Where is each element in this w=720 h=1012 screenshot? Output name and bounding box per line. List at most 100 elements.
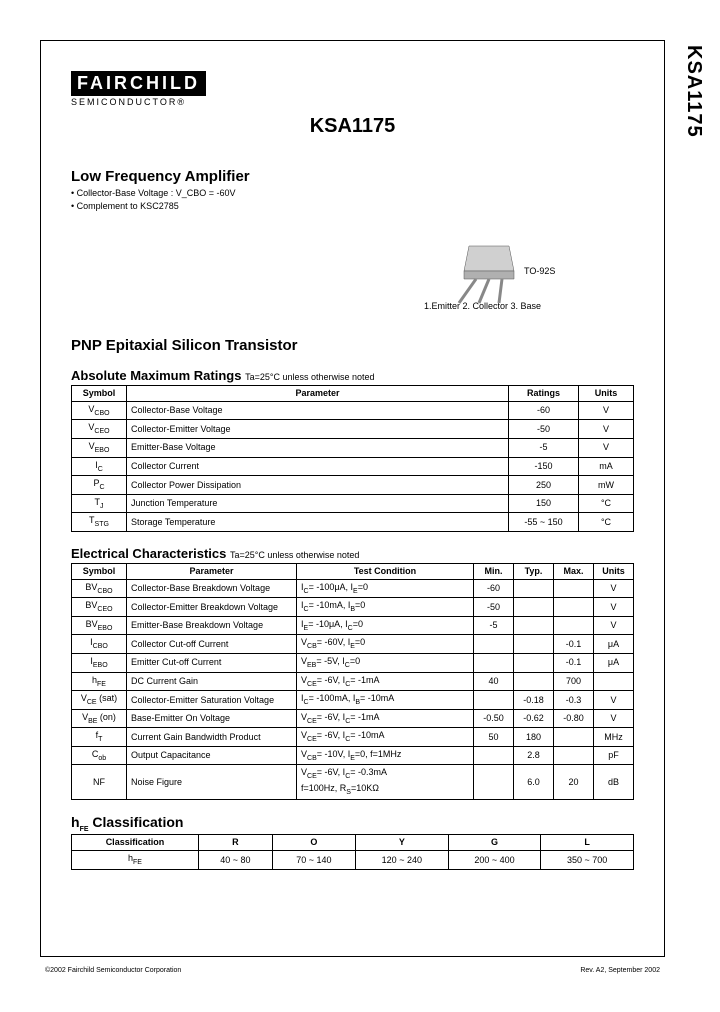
table-cell	[514, 653, 554, 672]
package-diagram: TO-92S 1.Emitter 2. Collector 3. Base	[394, 241, 594, 311]
table-row: CobOutput CapacitanceVCB= -10V, IE=0, f=…	[72, 746, 634, 765]
table-cell: Collector Current	[127, 457, 509, 476]
table-header: L	[541, 835, 634, 851]
hfe-table: ClassificationROYGLhFE40 ~ 8070 ~ 140120…	[71, 834, 634, 869]
bullet-item: Collector-Base Voltage : V_CBO = -60V	[71, 187, 634, 200]
table-cell: 20	[554, 765, 594, 799]
table-cell: Base-Emitter On Voltage	[127, 709, 297, 728]
table-cell: Collector-Base Breakdown Voltage	[127, 579, 297, 598]
table-cell: VCE= -6V, IC= -1mA	[297, 672, 474, 691]
table-cell: 40 ~ 80	[198, 851, 272, 870]
table-cell: 200 ~ 400	[448, 851, 541, 870]
table-cell: 180	[514, 728, 554, 747]
table-cell: VCB= -60V, IE=0	[297, 635, 474, 654]
table-cell: Collector-Base Voltage	[127, 401, 509, 420]
table-cell: 50	[474, 728, 514, 747]
table-header: Symbol	[72, 563, 127, 579]
table-row: BVCBOCollector-Base Breakdown VoltageIC=…	[72, 579, 634, 598]
table-cell: -60	[474, 579, 514, 598]
table-cell: V	[594, 616, 634, 635]
table-row: hFE40 ~ 8070 ~ 140120 ~ 240200 ~ 400350 …	[72, 851, 634, 870]
table-cell: MHz	[594, 728, 634, 747]
table-row: VCEOCollector-Emitter Voltage-50V	[72, 420, 634, 439]
table-cell	[514, 598, 554, 617]
table-cell: hFE	[72, 672, 127, 691]
table-cell: Storage Temperature	[127, 513, 509, 532]
table-cell: Emitter-Base Breakdown Voltage	[127, 616, 297, 635]
table-header: Test Condition	[297, 563, 474, 579]
part-number-title: KSA1175	[71, 115, 634, 138]
table-cell: -5	[474, 616, 514, 635]
table-row: ICBOCollector Cut-off CurrentVCB= -60V, …	[72, 635, 634, 654]
table-cell	[514, 579, 554, 598]
table-cell: -0.1	[554, 653, 594, 672]
table-cell: BVEBO	[72, 616, 127, 635]
table-cell: -0.80	[554, 709, 594, 728]
company-logo: FAIRCHILD SEMICONDUCTOR®	[71, 71, 634, 107]
table-header: R	[198, 835, 272, 851]
table-cell: TJ	[72, 494, 127, 513]
table-cell: 700	[554, 672, 594, 691]
table-cell: mA	[579, 457, 634, 476]
table-header: Symbol	[72, 386, 127, 402]
table-cell	[594, 672, 634, 691]
table-cell: -0.62	[514, 709, 554, 728]
table-cell: VEBO	[72, 438, 127, 457]
table-cell: VCE (sat)	[72, 691, 127, 710]
table-cell: hFE	[72, 851, 199, 870]
table-header: Max.	[554, 563, 594, 579]
table-cell	[554, 746, 594, 765]
table-cell	[554, 616, 594, 635]
table-cell: ICBO	[72, 635, 127, 654]
table-cell: Collector-Emitter Saturation Voltage	[127, 691, 297, 710]
table-cell: μA	[594, 635, 634, 654]
footer-left: ©2002 Fairchild Semiconductor Corporatio…	[45, 967, 181, 974]
table-row: VCE (sat)Collector-Emitter Saturation Vo…	[72, 691, 634, 710]
table-cell	[514, 672, 554, 691]
table-cell: PC	[72, 476, 127, 495]
table-cell: Collector Power Dissipation	[127, 476, 509, 495]
table-cell: V	[579, 401, 634, 420]
table-cell: VCE= -6V, IC= -0.3mAf=100Hz, RS=10KΩ	[297, 765, 474, 799]
table-header: O	[272, 835, 355, 851]
table-cell: Collector Cut-off Current	[127, 635, 297, 654]
table-cell	[474, 746, 514, 765]
table-cell: V	[594, 579, 634, 598]
datasheet-page: FAIRCHILD SEMICONDUCTOR® KSA1175 Low Fre…	[40, 40, 665, 957]
table-row: fTCurrent Gain Bandwidth ProductVCE= -6V…	[72, 728, 634, 747]
table-header: G	[448, 835, 541, 851]
table-cell: TSTG	[72, 513, 127, 532]
table-cell: Emitter Cut-off Current	[127, 653, 297, 672]
table-cell: VBE (on)	[72, 709, 127, 728]
table-cell: -0.1	[554, 635, 594, 654]
table-cell	[474, 653, 514, 672]
table-cell	[554, 598, 594, 617]
table-cell: -60	[509, 401, 579, 420]
table-cell: V	[579, 438, 634, 457]
table-cell: 40	[474, 672, 514, 691]
table-cell: VEB= -5V, IC=0	[297, 653, 474, 672]
table-cell: fT	[72, 728, 127, 747]
table-cell: Emitter-Base Voltage	[127, 438, 509, 457]
table-cell: VCBO	[72, 401, 127, 420]
table-cell: -5	[509, 438, 579, 457]
table-cell: -0.50	[474, 709, 514, 728]
table-row: VEBOEmitter-Base Voltage-5V	[72, 438, 634, 457]
table-cell: Collector-Emitter Breakdown Voltage	[127, 598, 297, 617]
elec-char-heading: Electrical Characteristics Ta=25°C unles…	[71, 546, 634, 561]
abs-max-table: SymbolParameterRatingsUnitsVCBOCollector…	[71, 385, 634, 532]
table-cell: 120 ~ 240	[356, 851, 449, 870]
table-cell: -50	[474, 598, 514, 617]
table-cell: dB	[594, 765, 634, 799]
table-row: TSTGStorage Temperature-55 ~ 150°C	[72, 513, 634, 532]
bullet-item: Complement to KSC2785	[71, 200, 634, 213]
table-row: BVEBOEmitter-Base Breakdown VoltageIE= -…	[72, 616, 634, 635]
table-cell: Current Gain Bandwidth Product	[127, 728, 297, 747]
table-cell: -50	[509, 420, 579, 439]
table-cell: V	[594, 709, 634, 728]
table-cell: -150	[509, 457, 579, 476]
table-header: Units	[594, 563, 634, 579]
table-row: hFEDC Current GainVCE= -6V, IC= -1mA4070…	[72, 672, 634, 691]
table-header: Units	[579, 386, 634, 402]
table-row: PCCollector Power Dissipation250mW	[72, 476, 634, 495]
